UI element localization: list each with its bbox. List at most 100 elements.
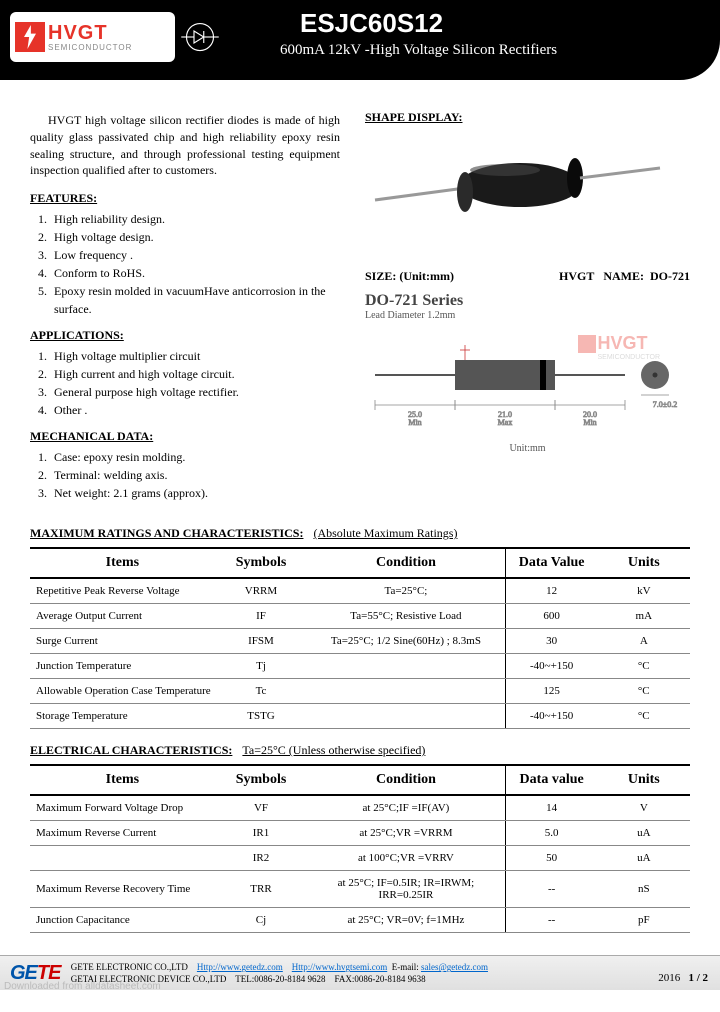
right-column: SHAPE DISPLAY: SIZE: (Unit:mm) HVGT NAME…: [365, 100, 690, 512]
table-cell: 600: [505, 604, 597, 629]
table-cell: at 100°C;VR =VRRV: [307, 846, 505, 871]
max-ratings-heading: MAXIMUM RATINGS AND CHARACTERISTICS:(Abs…: [30, 526, 690, 541]
table-cell: Tj: [215, 654, 307, 679]
table-cell: 12: [505, 578, 597, 604]
th-value: Data Value: [505, 548, 597, 578]
table-cell: [30, 846, 215, 871]
max-ratings-table: Items Symbols Condition Data Value Units…: [30, 547, 690, 729]
table-cell: [307, 704, 505, 729]
list-item: Low frequency .: [50, 246, 340, 264]
year: 2016: [658, 972, 680, 984]
table-cell: Storage Temperature: [30, 704, 215, 729]
name-label: NAME:: [603, 269, 644, 283]
table-cell: IR2: [215, 846, 307, 871]
series-title: DO-721 Series: [365, 292, 690, 310]
table-cell: °C: [598, 654, 690, 679]
list-item: High voltage design.: [50, 228, 340, 246]
table-cell: uA: [598, 821, 690, 846]
table-row: IR2at 100°C;VR =VRRV50uA: [30, 846, 690, 871]
logo-box: HVGT SEMICONDUCTOR: [10, 12, 175, 62]
mechanical-heading: MECHANICAL DATA:: [30, 429, 340, 444]
table-cell: IF: [215, 604, 307, 629]
header-bar: HVGT SEMICONDUCTOR ESJC60S12 600mA 12kV …: [0, 0, 720, 80]
elec-heading: ELECTRICAL CHARACTERISTICS:Ta=25°C (Unle…: [30, 743, 690, 758]
table-cell: mA: [598, 604, 690, 629]
features-list: High reliability design. High voltage de…: [50, 210, 340, 318]
th-condition: Condition: [307, 548, 505, 578]
package-name: DO-721: [650, 269, 690, 283]
left-column: HVGT high voltage silicon rectifier diod…: [30, 100, 340, 512]
applications-list: High voltage multiplier circuit High cur…: [50, 347, 340, 419]
logo-text: HVGT: [48, 23, 132, 43]
table-cell: 50: [505, 846, 597, 871]
table-row: Storage TemperatureTSTG-40~+150°C: [30, 704, 690, 729]
table-cell: IR1: [215, 821, 307, 846]
table-cell: uA: [598, 846, 690, 871]
th-value: Data value: [505, 765, 597, 795]
footer: GETE GETE ELECTRONIC CO.,LTD Http://www.…: [0, 955, 720, 989]
shape-heading: SHAPE DISPLAY:: [365, 110, 690, 125]
table-cell: at 25°C;VR =VRRM: [307, 821, 505, 846]
list-item: Other .: [50, 401, 340, 419]
table-cell: Ta=55°C; Resistive Load: [307, 604, 505, 629]
table-cell: 125: [505, 679, 597, 704]
size-label: SIZE: (Unit:mm): [365, 269, 454, 284]
table-cell: VF: [215, 795, 307, 821]
table-cell: IFSM: [215, 629, 307, 654]
list-item: General purpose high voltage rectifier.: [50, 383, 340, 401]
bolt-icon: [15, 22, 45, 52]
company1: GETE ELECTRONIC CO.,LTD: [71, 962, 188, 972]
intro-text: HVGT high voltage silicon rectifier diod…: [30, 112, 340, 179]
download-watermark: Downloaded from alldatasheet.com: [4, 981, 161, 992]
features-heading: FEATURES:: [30, 191, 340, 206]
tel: TEL:0086-20-8184 9628: [235, 974, 325, 984]
brand-label: HVGT: [559, 269, 594, 283]
table-cell: at 25°C; IF=0.5IR; IR=IRWM; IRR=0.25IR: [307, 871, 505, 908]
email-link[interactable]: sales@getedz.com: [421, 962, 488, 972]
table-cell: Maximum Reverse Current: [30, 821, 215, 846]
diode-icon: [180, 22, 220, 52]
table-cell: -40~+150: [505, 704, 597, 729]
table-cell: -40~+150: [505, 654, 597, 679]
table-cell: Maximum Reverse Recovery Time: [30, 871, 215, 908]
list-item: Case: epoxy resin molding.: [50, 448, 340, 466]
table-row: Repetitive Peak Reverse VoltageVRRMTa=25…: [30, 578, 690, 604]
table-cell: Allowable Operation Case Temperature: [30, 679, 215, 704]
email-label: E-mail:: [392, 962, 419, 972]
table-cell: Maximum Forward Voltage Drop: [30, 795, 215, 821]
table-row: Maximum Forward Voltage DropVFat 25°C;IF…: [30, 795, 690, 821]
table-cell: °C: [598, 679, 690, 704]
th-condition: Condition: [307, 765, 505, 795]
table-cell: 5.0: [505, 821, 597, 846]
list-item: Conform to RoHS.: [50, 264, 340, 282]
part-number: ESJC60S12: [300, 8, 443, 39]
table-row: Maximum Reverse Recovery TimeTRRat 25°C;…: [30, 871, 690, 908]
table-cell: °C: [598, 704, 690, 729]
table-row: Allowable Operation Case TemperatureTc12…: [30, 679, 690, 704]
table-row: Junction CapacitanceCjat 25°C; VR=0V; f=…: [30, 908, 690, 933]
table-cell: [307, 654, 505, 679]
table-cell: --: [505, 871, 597, 908]
watermark-logo: HVGT SEMICONDUCTOR: [578, 333, 660, 361]
url1-link[interactable]: Http://www.getedz.com: [197, 962, 283, 972]
list-item: Epoxy resin molded in vacuumHave anticor…: [50, 282, 340, 318]
elec-table: Items Symbols Condition Data value Units…: [30, 764, 690, 933]
list-item: High current and high voltage circuit.: [50, 365, 340, 383]
th-items: Items: [30, 548, 215, 578]
table-cell: nS: [598, 871, 690, 908]
logo-subtitle: SEMICONDUCTOR: [48, 43, 132, 52]
applications-heading: APPLICATIONS:: [30, 328, 340, 343]
list-item: Net weight: 2.1 grams (approx).: [50, 484, 340, 502]
lead-diameter: Lead Diameter 1.2mm: [365, 310, 690, 321]
table-cell: Repetitive Peak Reverse Voltage: [30, 578, 215, 604]
table-cell: Average Output Current: [30, 604, 215, 629]
page-number: 1 / 2: [688, 972, 708, 984]
list-item: Terminal: welding axis.: [50, 466, 340, 484]
table-cell: Junction Capacitance: [30, 908, 215, 933]
th-units: Units: [598, 765, 690, 795]
table-cell: --: [505, 908, 597, 933]
table-cell: Ta=25°C;: [307, 578, 505, 604]
table-cell: 30: [505, 629, 597, 654]
mechanical-list: Case: epoxy resin molding. Terminal: wel…: [50, 448, 340, 502]
url2-link[interactable]: Http://www.hvgtsemi.com: [292, 962, 387, 972]
